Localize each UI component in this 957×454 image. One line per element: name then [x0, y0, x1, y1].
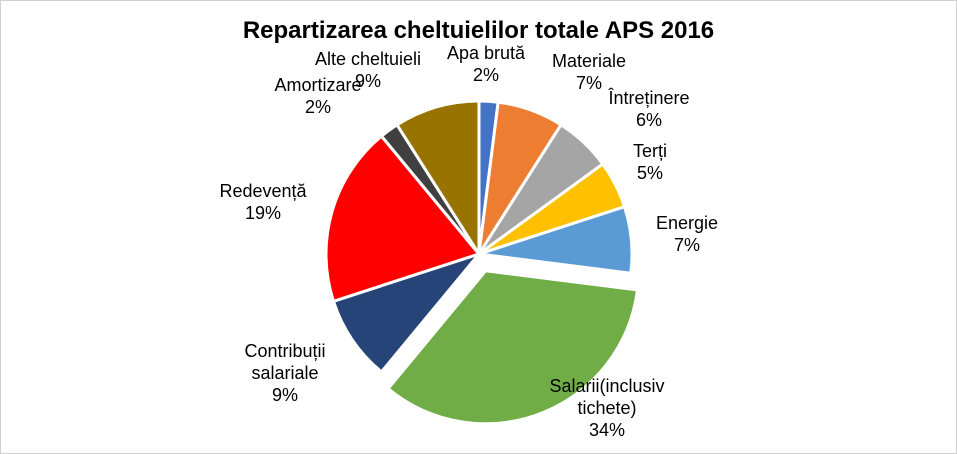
pie-slice-5: [385, 269, 640, 426]
pie-slice-7: [324, 133, 482, 304]
data-label-6: Contribuții salariale 9%: [244, 341, 325, 405]
data-label-4: Energie 7%: [656, 213, 718, 255]
data-label-0: Apa brută 2%: [447, 43, 526, 85]
pie-slice-6: [331, 250, 484, 375]
pie-slice-4: [478, 204, 634, 275]
data-label-2: Întreținere 6%: [607, 88, 689, 130]
data-label-8: Amortizare 2%: [274, 75, 361, 117]
data-label-9: Alte cheltuieli 9%: [315, 49, 421, 91]
pie-slice-9: [394, 99, 481, 260]
data-label-5: Salarii(inclusiv tichete) 34%: [549, 376, 664, 440]
data-label-7: Redevență 19%: [219, 181, 307, 223]
data-label-3: Terți 5%: [633, 141, 667, 183]
chart-title: Repartizarea cheltuielilor totale APS 20…: [242, 17, 715, 44]
data-label-1: Materiale 7%: [552, 51, 626, 93]
